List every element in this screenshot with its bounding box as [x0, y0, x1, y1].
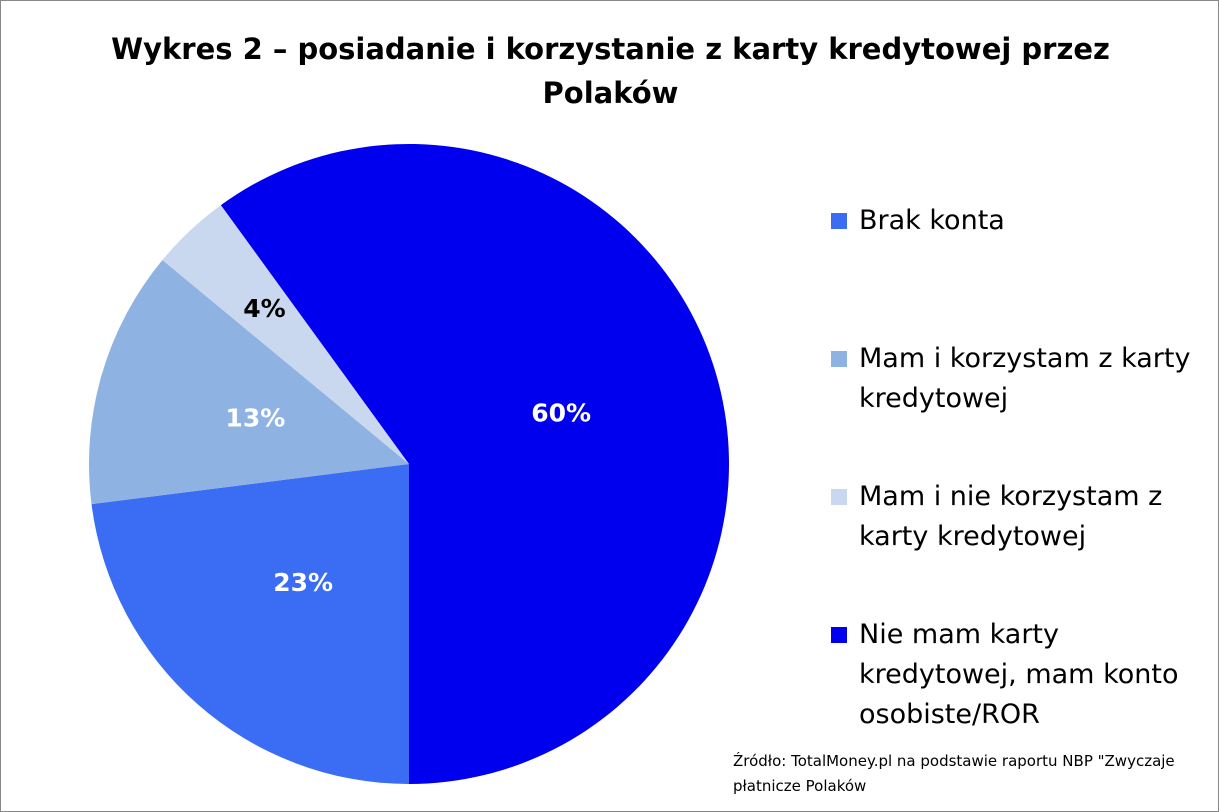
- pie-slice: [91, 464, 410, 784]
- legend-entry: Brak konta: [831, 201, 1203, 241]
- data-label: 60%: [531, 399, 591, 428]
- legend-label: Mam i korzystam z karty kredytowej: [859, 343, 1191, 414]
- legend-swatch: [831, 213, 847, 229]
- source-note: Źródło: TotalMoney.pl na podstawie rapor…: [733, 752, 1175, 795]
- chart-title: Wykres 2 – posiadanie i korzystanie z ka…: [111, 32, 1110, 110]
- legend-swatch: [831, 351, 847, 367]
- legend-entry: Mam i korzystam z karty kredytowej: [831, 339, 1203, 419]
- legend-entry: Nie mam karty kredytowej, mam konto osob…: [831, 615, 1203, 735]
- legend-swatch: [831, 489, 847, 505]
- legend-swatch: [831, 627, 847, 643]
- pie-slice: [162, 205, 409, 464]
- pie-slice: [220, 144, 730, 785]
- legend-label: Mam i nie korzystam z karty kredytowej: [859, 481, 1163, 552]
- legend-entry: Mam i nie korzystam z karty kredytowej: [831, 477, 1203, 557]
- legend-label: Nie mam karty kredytowej, mam konto osob…: [859, 619, 1179, 730]
- data-label: 13%: [225, 403, 285, 432]
- legend-label: Brak konta: [859, 205, 1005, 236]
- data-label: 4%: [243, 294, 285, 323]
- data-label: 23%: [273, 568, 333, 597]
- pie-slice: [89, 260, 410, 505]
